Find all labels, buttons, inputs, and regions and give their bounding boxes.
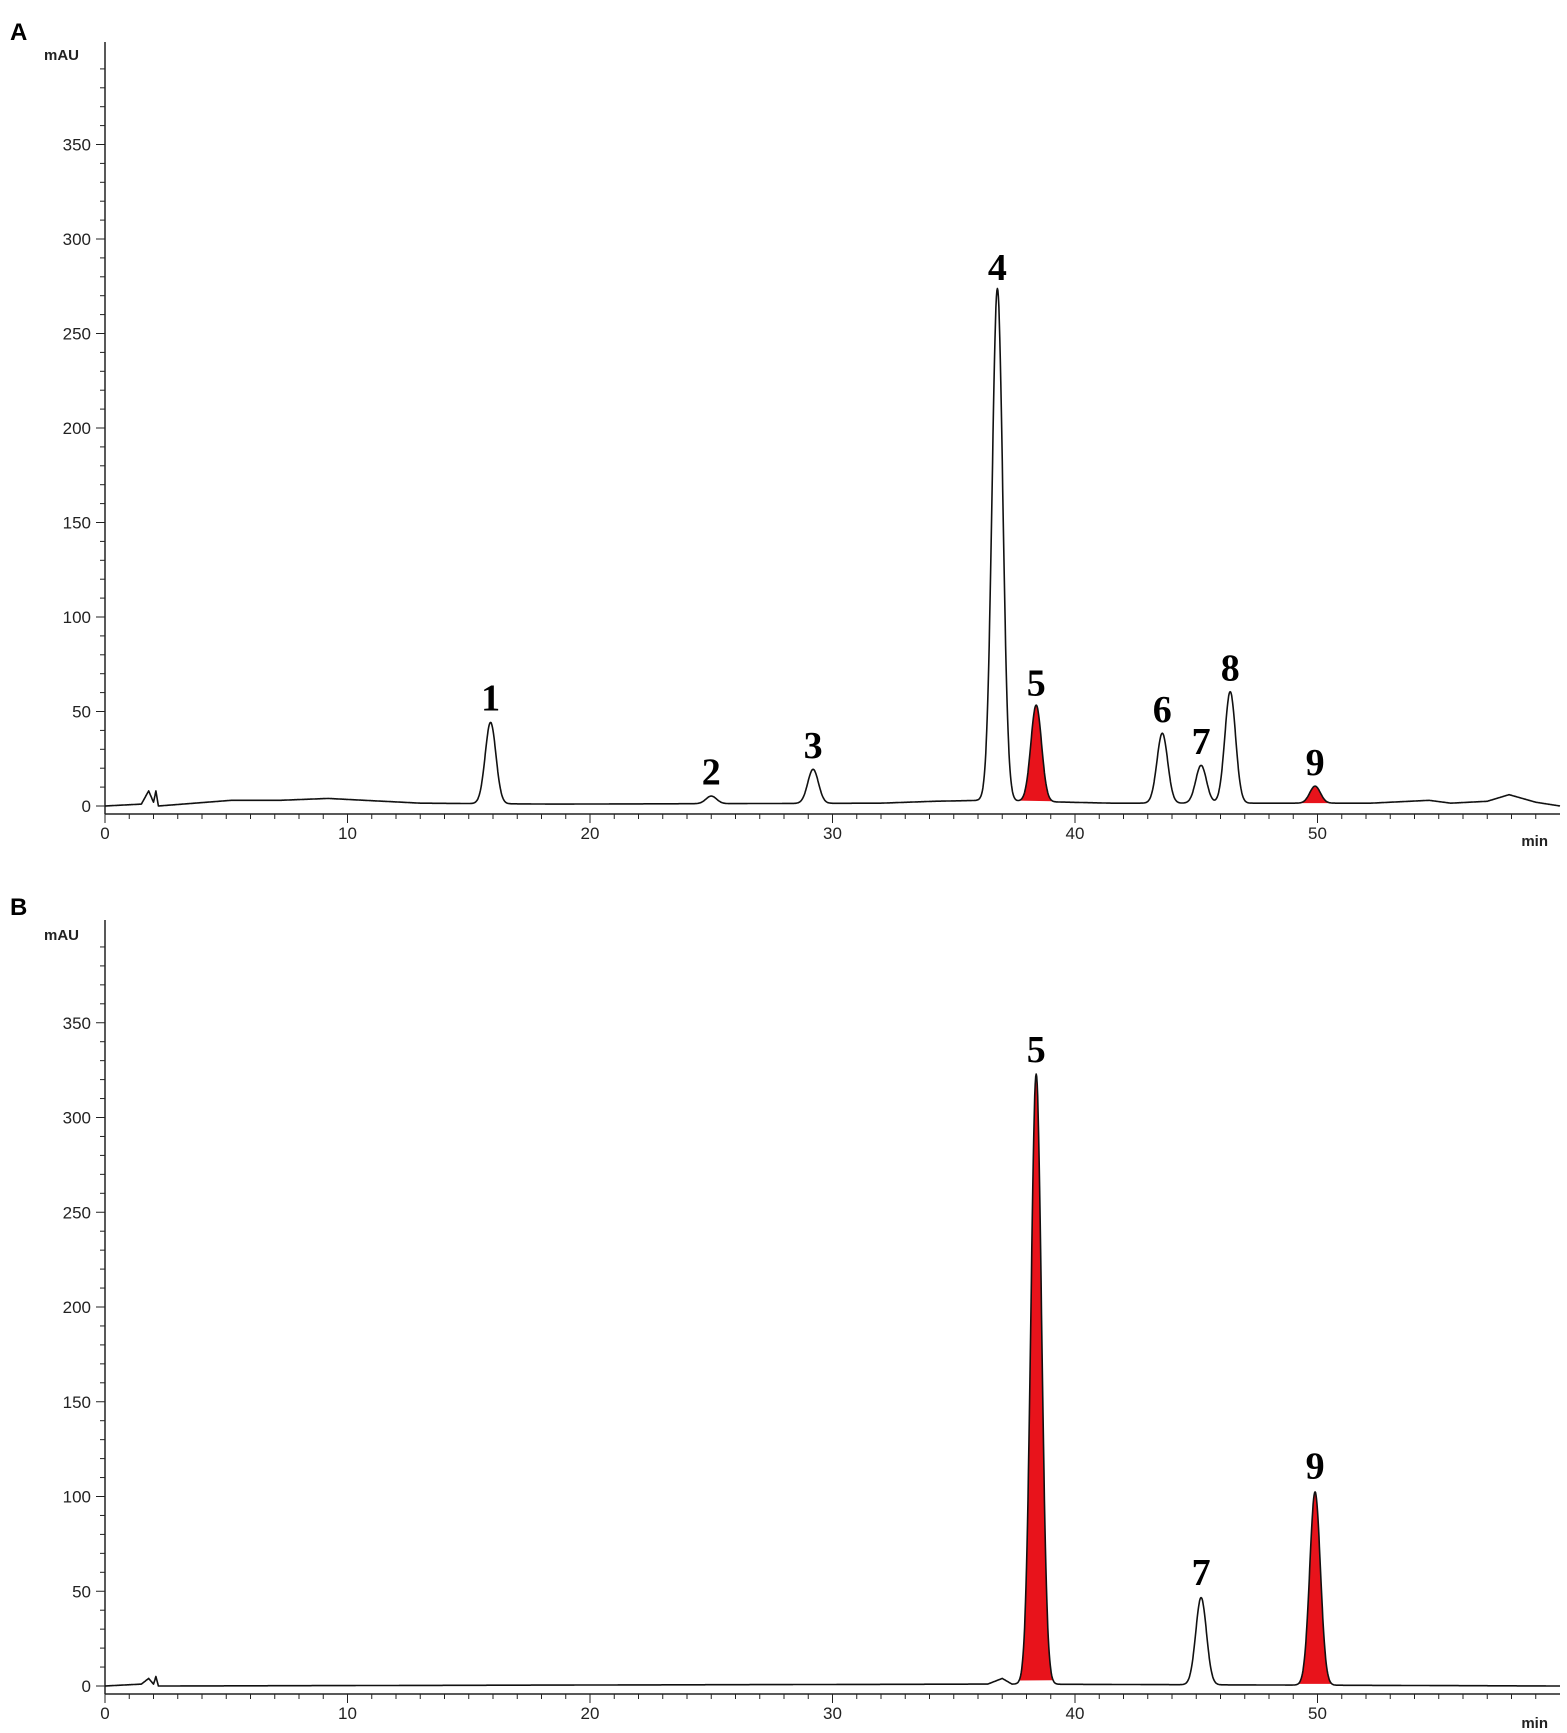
panel-label-b: B (10, 894, 27, 921)
chromatogram-trace (104, 287, 1561, 807)
y-unit-label-b: mAU (44, 927, 79, 944)
peak-label-2: 2 (702, 751, 721, 793)
x-tick-label: 50 (1308, 1704, 1327, 1723)
y-tick-label: 200 (63, 1298, 91, 1317)
peak-label-9: 9 (1306, 1446, 1325, 1488)
peak-label-7: 7 (1192, 721, 1211, 763)
x-tick-label: 0 (100, 824, 109, 843)
x-tick-label: 30 (823, 824, 842, 843)
highlighted-peak-9 (1298, 786, 1332, 804)
x-tick-label: 40 (1066, 824, 1085, 843)
peak-label-8: 8 (1221, 647, 1240, 689)
chromatogram-panel-b: B mAU min 0 50 100 150 200 250 300 350 0 10 20 30 40… (10, 894, 1561, 1732)
peak-label-5: 5 (1027, 663, 1046, 705)
y-tick-label: 350 (63, 136, 91, 155)
highlighted-peak-9 (1298, 1491, 1332, 1684)
highlighted-peak-5 (1019, 1074, 1054, 1681)
peak-label-3: 3 (804, 725, 823, 767)
peak-label-6: 6 (1153, 689, 1172, 731)
y-tick-label: 150 (63, 514, 91, 533)
x-tick-label: 10 (338, 1704, 357, 1723)
y-tick-label: 150 (63, 1393, 91, 1412)
y-tick-label: 100 (63, 1488, 91, 1507)
x-tick-label: 50 (1308, 824, 1327, 843)
peak-label-1: 1 (481, 678, 500, 720)
highlighted-peak-5 (1019, 705, 1054, 802)
y-tick-label: 50 (72, 703, 91, 722)
x-tick-label: 20 (581, 824, 600, 843)
peak-label-9: 9 (1306, 742, 1325, 784)
peak-label-4: 4 (988, 247, 1007, 289)
x-tick-label: 20 (581, 1704, 600, 1723)
x-tick-label: 40 (1066, 1704, 1085, 1723)
y-tick-label: 100 (63, 608, 91, 627)
x-unit-label-a: min (1521, 833, 1548, 850)
x-tick-label: 10 (338, 824, 357, 843)
y-unit-label-a: mAU (44, 47, 79, 64)
peak-label-7: 7 (1192, 1552, 1211, 1594)
y-tick-label: 250 (63, 1203, 91, 1222)
x-tick-label: 30 (823, 1704, 842, 1723)
panel-label-a: A (10, 19, 27, 46)
y-tick-label: 0 (82, 1677, 91, 1696)
y-tick-label: 50 (72, 1582, 91, 1601)
peak-label-5: 5 (1027, 1029, 1046, 1071)
x-tick-label: 0 (100, 1704, 109, 1723)
y-tick-label: 350 (63, 1014, 91, 1033)
x-unit-label-b: min (1521, 1715, 1548, 1732)
y-tick-label: 250 (63, 325, 91, 344)
chromatogram-trace (104, 1073, 1561, 1687)
y-tick-label: 0 (82, 797, 91, 816)
y-tick-label: 300 (63, 1109, 91, 1128)
y-tick-label: 200 (63, 419, 91, 438)
y-tick-label: 300 (63, 230, 91, 249)
